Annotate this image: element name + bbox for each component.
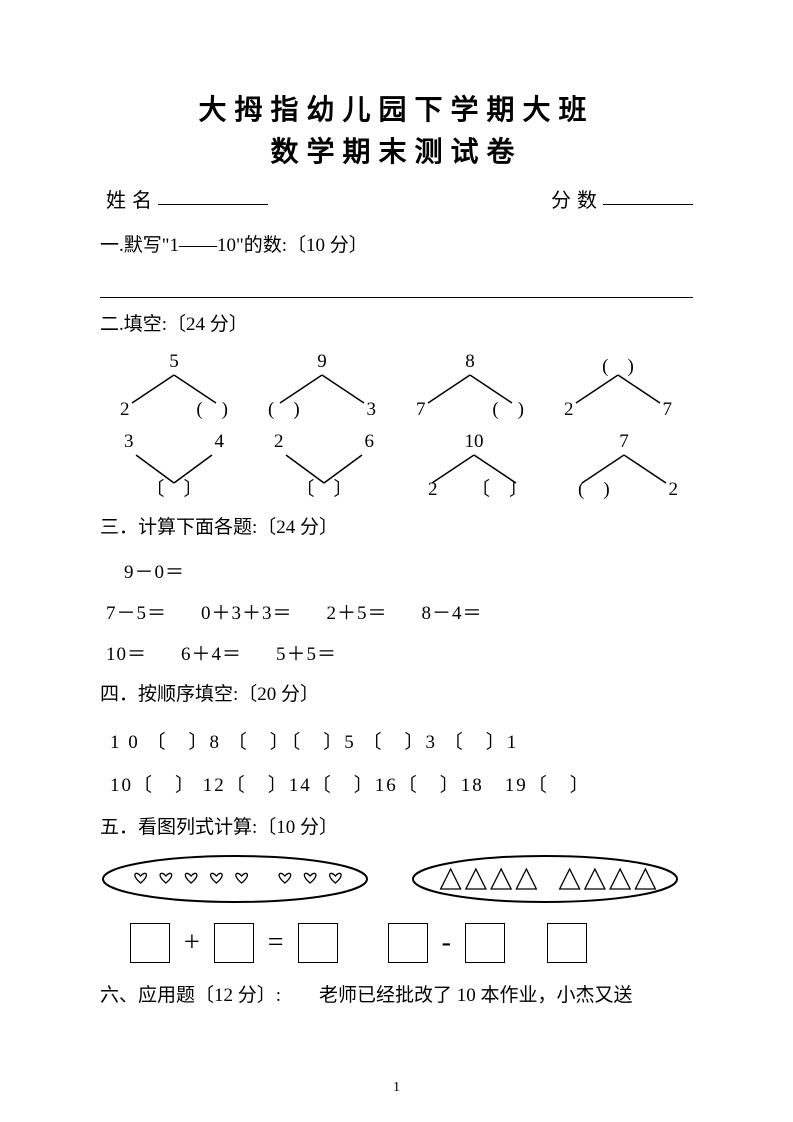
tree-row-1: 52( )9( )387( )( )27 (114, 351, 693, 421)
heart-icon (160, 873, 172, 883)
heart-icon (279, 873, 291, 883)
tree-right: ( ) (492, 394, 524, 421)
oval-outline (103, 856, 367, 902)
triangle-icon (516, 869, 536, 889)
equation-left: + = (130, 923, 338, 963)
section-5: 五．看图列式计算:〔10 分〕 (100, 813, 693, 843)
tree-left: 7 (416, 399, 426, 421)
calc-item: 0＋3＋3＝ (201, 598, 293, 625)
triangle-icon (635, 869, 655, 889)
oval-row (100, 853, 693, 905)
score-blank[interactable] (603, 184, 693, 205)
tree-top: 8 (465, 351, 475, 373)
tree-left: ( ) (268, 394, 300, 421)
score-label: 分数 (551, 184, 603, 213)
tree-right: 4 (215, 431, 225, 453)
section-3: 三．计算下面各题:〔24 分〕 (100, 513, 693, 543)
calc-item: 2＋5＝ (327, 598, 388, 625)
minus-sign: - (442, 927, 451, 959)
answer-line[interactable] (100, 297, 693, 298)
name-blank[interactable] (158, 184, 268, 205)
tree-bottom: 〔 〕 (145, 474, 202, 501)
equals-sign: = (268, 927, 284, 959)
equation-row: + = - (130, 923, 693, 963)
calc-item: 7－5＝ (106, 598, 167, 625)
sequence-1: 1 0 〔 〕8 〔 〕〔 〕5 〔 〕3 〔 〕1 (110, 727, 693, 754)
tree-right: ( ) (196, 394, 228, 421)
tree-left: 3 (124, 431, 134, 453)
tree-right: 7 (663, 399, 673, 421)
tree-left: ( ) (578, 474, 610, 501)
calc-item: 8－4＝ (422, 598, 483, 625)
heart-icon (304, 873, 316, 883)
calc-line-1: 9－0＝ (124, 557, 693, 584)
tree-lines-icon (558, 373, 678, 405)
oval-outline (413, 856, 677, 902)
triangle-icon (466, 869, 486, 889)
calc-item: 5＋5＝ (276, 639, 337, 666)
oval-triangles (410, 853, 680, 905)
number-tree: 2 6 〔 〕 (264, 431, 384, 501)
equation-right: - (388, 923, 587, 963)
tree-left: 2 (564, 399, 574, 421)
triangle-icon (560, 869, 580, 889)
number-tree: ( )27 (558, 351, 678, 421)
title-line-1: 大拇指幼儿园下学期大班 (100, 90, 693, 132)
heart-icon (211, 873, 223, 883)
tree-top: 10 (465, 431, 484, 453)
tree-bottom: 〔 〕 (295, 474, 352, 501)
calc-line-3: 10＝ 6＋4＝ 5＋5＝ (106, 639, 693, 666)
operand-box[interactable] (388, 923, 428, 963)
heart-icon (236, 873, 248, 883)
section-1: 一.默写"1——10"的数:〔10 分〕 (100, 231, 693, 261)
calc-item: 10＝ (106, 639, 147, 666)
tree-left: 2 (274, 431, 284, 453)
number-tree: 9 ( ) 3 (262, 351, 382, 421)
oval-hearts (100, 853, 370, 905)
oval-svg (100, 853, 370, 905)
number-tree: 7 ( ) 2 (564, 431, 684, 501)
calc-line-2: 7－5＝ 0＋3＋3＝ 2＋5＝ 8－4＝ (106, 598, 693, 625)
heart-icon (330, 873, 342, 883)
tree-top: 7 (619, 431, 629, 453)
plus-sign: + (184, 927, 200, 959)
operand-box[interactable] (214, 923, 254, 963)
tree-right: 〔 〕 (471, 474, 528, 501)
page-number: 1 (393, 1080, 400, 1096)
number-tree: 10 2 〔 〕 (414, 431, 534, 501)
tree-top: 5 (169, 351, 179, 373)
tree-left: 2 (428, 479, 438, 501)
title-line-2: 数学期末测试卷 (100, 132, 693, 174)
number-tree: 8 7 ( ) (410, 351, 530, 421)
heart-icon (135, 873, 147, 883)
tree-right: 3 (367, 399, 377, 421)
number-tree: 3 4 〔 〕 (114, 431, 234, 501)
tree-top: 9 (317, 351, 327, 373)
operand-box[interactable] (130, 923, 170, 963)
number-tree: 5 2 ( ) (114, 351, 234, 421)
result-box[interactable] (547, 923, 587, 963)
section-4: 四．按顺序填空:〔20 分〕 (100, 680, 693, 710)
tree-right: 6 (365, 431, 375, 453)
tree-row-2: 3 4 〔 〕 2 6 〔 〕 10 2 〔 〕 7 ( ) 2 (114, 431, 693, 501)
page: 大拇指幼儿园下学期大班 数学期末测试卷 姓名 分数 一.默写"1——10"的数:… (0, 0, 793, 1122)
name-score-row: 姓名 分数 (106, 184, 693, 213)
name-label: 姓名 (106, 184, 158, 213)
title: 大拇指幼儿园下学期大班 数学期末测试卷 (100, 90, 693, 174)
section-6: 六、应用题〔12 分〕: 老师已经批改了 10 本作业，小杰又送 (100, 981, 693, 1011)
sequence-2: 10〔 〕 12〔 〕14〔 〕16〔 〕18 19〔 〕 (110, 770, 693, 797)
triangle-icon (610, 869, 630, 889)
triangle-icon (441, 869, 461, 889)
operand-box[interactable] (465, 923, 505, 963)
triangle-icon (491, 869, 511, 889)
calc-item: 6＋4＝ (181, 639, 242, 666)
tree-right: 2 (669, 479, 679, 501)
heart-icon (185, 873, 197, 883)
triangle-icon (585, 869, 605, 889)
tree-left: 2 (120, 399, 130, 421)
oval-svg (410, 853, 680, 905)
section-2: 二.填空:〔24 分〕 (100, 310, 693, 340)
result-box[interactable] (298, 923, 338, 963)
